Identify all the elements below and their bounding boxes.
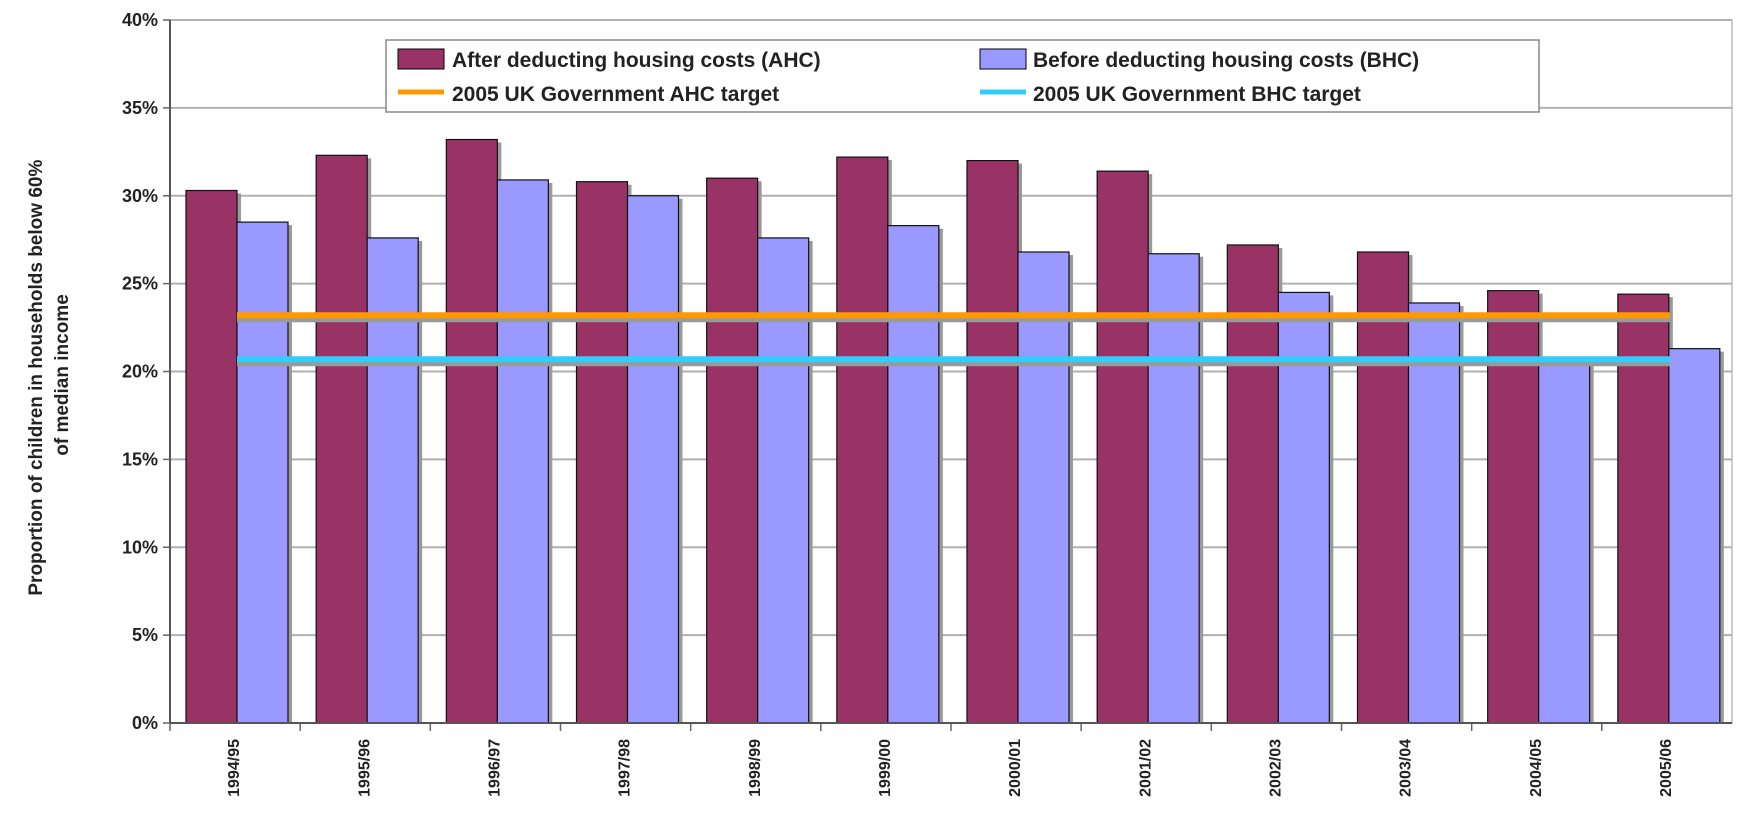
target-lines <box>237 312 1670 367</box>
y-tick-label-25pct: 25% <box>122 274 158 294</box>
bar-bhc-1995-96 <box>366 237 419 724</box>
bar-ahc-2001-02 <box>1096 170 1149 724</box>
legend-label-ahc: After deducting housing costs (AHC) <box>452 49 821 72</box>
x-tick-label-1999-00: 1999/00 <box>877 739 894 797</box>
legend-swatch-bhc <box>979 48 1027 70</box>
y-tick-label-30pct: 30% <box>122 186 158 206</box>
legend-label-ahc-target: 2005 UK Government AHC target <box>452 83 779 106</box>
legend-label-bhc-target: 2005 UK Government BHC target <box>1033 83 1361 106</box>
y-tick-label-10pct: 10% <box>122 537 158 557</box>
y-tick-label-5pct: 5% <box>132 625 158 645</box>
bar-ahc-1996-97 <box>445 138 498 724</box>
x-tick-label-2004-05: 2004/05 <box>1528 739 1545 797</box>
x-tick-label-2003-04: 2003/04 <box>1398 739 1415 797</box>
bar-bhc-1996-97 <box>496 179 549 724</box>
x-tick-label-1997-98: 1997/98 <box>617 739 634 797</box>
x-tick-label-2000-01: 2000/01 <box>1007 739 1024 797</box>
bar-bhc-1999-00 <box>887 225 940 724</box>
legend: After deducting housing costs (AHC) Befo… <box>385 39 1540 113</box>
legend-box <box>385 39 1540 113</box>
y-axis-title-line-1: Proportion of children in households bel… <box>26 160 47 596</box>
x-tick-label-1994-95: 1994/95 <box>226 739 243 797</box>
bar-bhc-2004-05 <box>1538 362 1591 724</box>
x-tick-label-2002-03: 2002/03 <box>1267 739 1284 797</box>
x-tick-label-2001-02: 2001/02 <box>1137 739 1154 797</box>
bar-ahc-1999-00 <box>836 156 889 724</box>
bar-ahc-2004-05 <box>1487 290 1540 724</box>
bar-ahc-2002-03 <box>1226 244 1279 724</box>
y-axis-title: Proportion of children in households bel… <box>26 154 73 595</box>
x-tick-label-2005-06: 2005/06 <box>1658 739 1675 797</box>
y-tick-label-0pct: 0% <box>132 713 158 733</box>
legend-label-bhc: Before deducting housing costs (BHC) <box>1033 49 1419 72</box>
x-tick-label-1995-96: 1995/96 <box>356 739 373 797</box>
legend-swatch-ahc <box>397 48 445 70</box>
y-tick-label-40pct: 40% <box>122 10 158 30</box>
bar-ahc-1995-96 <box>315 154 368 724</box>
bar-bhc-2005-06 <box>1668 348 1721 724</box>
bar-ahc-1994-95 <box>185 189 238 724</box>
bar-bhc-1994-95 <box>236 221 289 724</box>
y-tick-label-20pct: 20% <box>122 362 158 382</box>
axes: 0% 5% 10% 15% 20% 25% 30% 35% 40% 1994/95 1995/96 1… <box>122 10 1732 797</box>
bar-bhc-2000-01 <box>1017 251 1070 724</box>
bar-ahc-2003-04 <box>1356 251 1410 724</box>
bar-bhc-2003-04 <box>1407 302 1461 724</box>
x-tick-label-1998-99: 1998/99 <box>747 739 764 797</box>
bar-ahc-2000-01 <box>966 160 1019 724</box>
bar-ahc-1997-98 <box>575 181 629 724</box>
bar-bhc-1997-98 <box>626 195 680 724</box>
bar-bhc-1998-99 <box>757 237 810 724</box>
y-tick-label-15pct: 15% <box>122 449 158 469</box>
x-tick-label-1996-97: 1996/97 <box>486 739 503 797</box>
bar-ahc-1998-99 <box>706 177 759 724</box>
bar-bhc-2001-02 <box>1147 253 1200 724</box>
y-axis-title-line-2: of median income <box>52 294 73 456</box>
y-tick-label-35pct: 35% <box>122 98 158 118</box>
